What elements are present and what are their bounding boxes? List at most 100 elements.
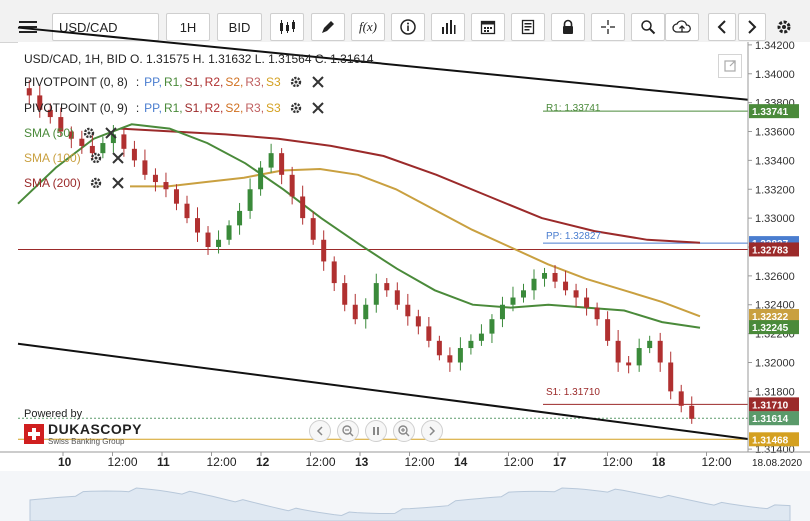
zoom-icon[interactable]: [631, 13, 665, 41]
arrow-left-icon[interactable]: [708, 13, 736, 41]
indicator-sma-50[interactable]: SMA (50): [24, 126, 118, 140]
hamburger-menu-icon[interactable]: [14, 13, 42, 41]
settings-gear-icon[interactable]: [82, 126, 96, 140]
crosshair-icon[interactable]: [591, 13, 625, 41]
time-tick-label: 18.08.2020: [752, 458, 802, 469]
price-tick-label: 1.32000: [755, 357, 795, 369]
cloud-upload-icon[interactable]: [665, 13, 699, 41]
candle-body: [89, 145, 95, 154]
lock-icon[interactable]: [551, 13, 585, 41]
price-tag: [749, 397, 799, 412]
price-tick-label: 1.33400: [755, 155, 795, 167]
document-icon[interactable]: [511, 13, 545, 41]
s1-level-label: S1: 1.31710: [546, 387, 600, 398]
candle-body: [131, 148, 137, 161]
settings-gear-icon[interactable]: [89, 151, 103, 165]
candles-icon[interactable]: [270, 13, 304, 41]
pause-icon[interactable]: [365, 420, 387, 442]
indicator-sma-200[interactable]: SMA (200): [24, 176, 125, 190]
time-tick-label: 12:00: [108, 455, 138, 469]
remove-close-icon[interactable]: [311, 101, 325, 115]
time-tick-label: 12:00: [207, 455, 237, 469]
time-tick-label: 12:00: [306, 455, 336, 469]
volume-bars-icon[interactable]: [431, 13, 465, 41]
price-tag-label: 1.32322: [752, 312, 789, 323]
candle-body: [489, 319, 495, 334]
candle-body: [79, 138, 85, 146]
pivot-s1-label: S1,: [184, 75, 203, 89]
settings-gear-icon[interactable]: [89, 176, 103, 190]
pivot-r1-label: R1,: [163, 75, 183, 89]
time-tick-label: 12:00: [504, 455, 534, 469]
price-tick-label: 1.33200: [755, 184, 795, 196]
candle-body: [321, 239, 327, 262]
expand-icon[interactable]: [718, 54, 742, 78]
candle-body: [173, 189, 179, 204]
function-icon[interactable]: f(x): [351, 13, 385, 41]
info-icon[interactable]: [391, 13, 425, 41]
candle-body: [300, 196, 306, 219]
indicator-pivot-1[interactable]: PIVOTPOINT (0, 8) : PP, R1, S1, R2, S2, …: [24, 75, 325, 89]
candle-body: [110, 134, 116, 144]
playback-controls: [309, 420, 443, 442]
price-tag-label: 1.32245: [752, 323, 789, 334]
play-icon[interactable]: [421, 420, 443, 442]
price-side-selector[interactable]: BID: [217, 13, 262, 41]
candle-body: [289, 174, 295, 197]
navigator[interactable]: [0, 471, 810, 521]
candle-body: [352, 304, 358, 320]
candle-body: [363, 304, 369, 320]
price-tick-label: 1.31800: [755, 386, 795, 398]
candle-body: [373, 283, 379, 305]
remove-close-icon[interactable]: [111, 176, 125, 190]
candle-body: [163, 182, 169, 190]
candle-body: [636, 348, 642, 366]
candle-body: [247, 189, 253, 211]
navigator-area: [29, 487, 791, 521]
time-tick-label: 18: [652, 455, 666, 469]
rewind-icon[interactable]: [309, 420, 331, 442]
candle-body: [384, 283, 390, 291]
candle-body: [689, 405, 695, 419]
price-tags: 1.337411.328271.327831.323221.322451.317…: [749, 104, 799, 447]
candle-body: [478, 333, 484, 341]
calendar-icon[interactable]: [471, 13, 505, 41]
pencil-icon[interactable]: [311, 13, 345, 41]
price-tag: [749, 309, 799, 324]
time-tick-label: 14: [454, 455, 468, 469]
zoom-in-icon[interactable]: [393, 420, 415, 442]
gear-icon[interactable]: [770, 13, 798, 41]
sma-100-line: [130, 167, 701, 318]
candles: [26, 80, 695, 424]
zoom-out-icon[interactable]: [337, 420, 359, 442]
time-tick-label: 13: [355, 455, 369, 469]
remove-close-icon[interactable]: [111, 151, 125, 165]
pivot-r3-label: R3,: [245, 75, 265, 89]
indicator-name: SMA (100): [24, 151, 81, 165]
arrow-right-icon[interactable]: [738, 13, 766, 41]
candle-body: [615, 340, 621, 363]
candle-body: [499, 304, 505, 320]
candle-body: [342, 283, 348, 305]
settings-gear-icon[interactable]: [289, 75, 303, 89]
time-tick-label: 12:00: [405, 455, 435, 469]
candle-body: [531, 278, 537, 291]
indicator-pivot-2[interactable]: PIVOTPOINT (0, 9) : PP, R1, S1, R2, S2, …: [24, 101, 325, 115]
ohlc-readout: USD/CAD, 1H, BID O. 1.31575 H. 1.31632 L…: [24, 52, 374, 66]
timeframe-selector[interactable]: 1H: [166, 13, 210, 41]
price-tick-label: 1.34000: [755, 69, 795, 81]
candle-body: [447, 355, 453, 363]
price-tag-label: 1.32783: [752, 245, 789, 256]
remove-close-icon[interactable]: [311, 75, 325, 89]
candle-body: [47, 109, 53, 118]
candle-body: [542, 272, 548, 279]
remove-close-icon[interactable]: [104, 126, 118, 140]
swiss-cross-icon: [24, 423, 44, 444]
price-tag-label: 1.31468: [752, 435, 789, 446]
candle-body: [573, 290, 579, 298]
settings-gear-icon[interactable]: [289, 101, 303, 115]
indicator-sma-100[interactable]: SMA (100): [24, 151, 125, 165]
pivot-s3-label: S3: [266, 101, 281, 115]
candle-body: [331, 261, 337, 284]
